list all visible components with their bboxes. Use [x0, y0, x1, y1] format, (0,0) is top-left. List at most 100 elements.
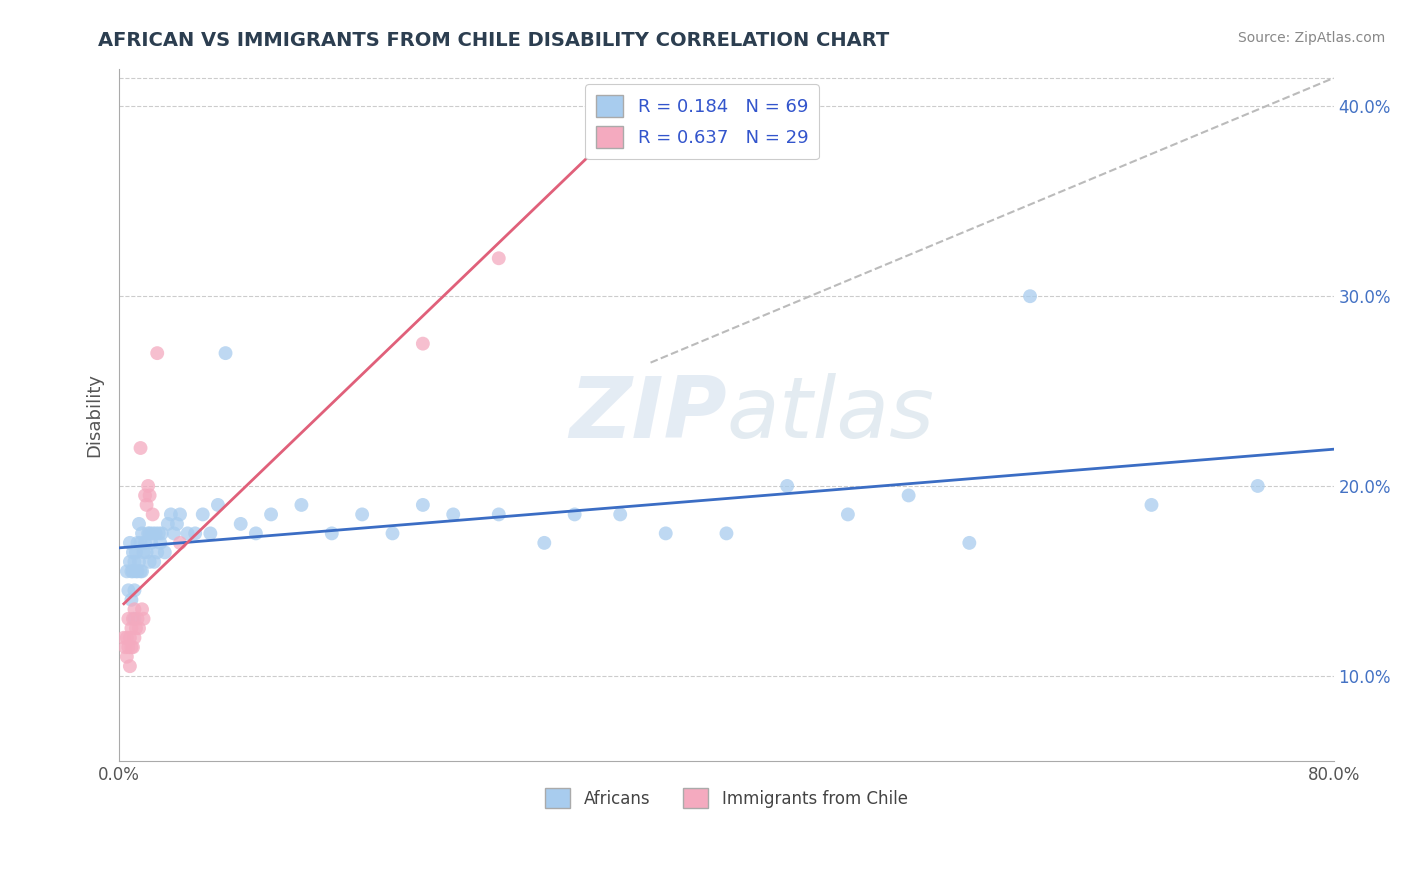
Point [200, 526, 222, 541]
Point [1247, 479, 1270, 493]
Point [125, 545, 148, 559]
Point [214, 346, 236, 360]
Text: ZIP: ZIP [569, 373, 727, 457]
Point [488, 508, 510, 522]
Point [115, 649, 138, 664]
Point [142, 526, 165, 541]
Point [290, 498, 312, 512]
Point [122, 565, 145, 579]
Point [138, 488, 160, 502]
Point [124, 631, 146, 645]
Point [138, 555, 160, 569]
Point [115, 565, 138, 579]
Point [118, 631, 141, 645]
Point [150, 526, 173, 541]
Point [128, 621, 150, 635]
Text: AFRICAN VS IMMIGRANTS FROM CHILE DISABILITY CORRELATION CHART: AFRICAN VS IMMIGRANTS FROM CHILE DISABIL… [98, 31, 890, 50]
Point [352, 508, 374, 522]
Point [117, 640, 139, 655]
Point [122, 612, 145, 626]
Point [412, 498, 434, 512]
Point [115, 631, 138, 645]
Point [129, 536, 152, 550]
Point [128, 516, 150, 531]
Point [118, 536, 141, 550]
Point [957, 536, 980, 550]
Point [321, 526, 343, 541]
Point [136, 479, 159, 493]
Point [1019, 289, 1042, 303]
Point [160, 508, 183, 522]
Point [166, 516, 188, 531]
Point [837, 508, 859, 522]
Point [412, 336, 434, 351]
Point [132, 545, 155, 559]
Point [120, 640, 142, 655]
Point [129, 441, 152, 455]
Point [122, 545, 145, 559]
Point [122, 640, 145, 655]
Point [124, 602, 146, 616]
Point [145, 526, 167, 541]
Point [128, 555, 150, 569]
Point [169, 536, 191, 550]
Point [125, 621, 148, 635]
Point [146, 545, 169, 559]
Point [609, 508, 631, 522]
Point [654, 526, 676, 541]
Point [138, 526, 160, 541]
Point [149, 536, 172, 550]
Point [245, 526, 267, 541]
Point [124, 555, 146, 569]
Point [124, 583, 146, 598]
Point [716, 526, 738, 541]
Point [131, 602, 153, 616]
Legend: Africans, Immigrants from Chile: Africans, Immigrants from Chile [538, 781, 914, 815]
Point [129, 565, 152, 579]
Point [120, 621, 142, 635]
Point [897, 488, 920, 502]
Point [488, 252, 510, 266]
Point [124, 612, 146, 626]
Point [135, 545, 157, 559]
Point [125, 565, 148, 579]
Point [169, 508, 191, 522]
Point [229, 516, 252, 531]
Point [127, 536, 149, 550]
Point [184, 526, 207, 541]
Point [131, 526, 153, 541]
Point [776, 479, 799, 493]
Point [134, 488, 156, 502]
Point [564, 508, 586, 522]
Point [117, 583, 139, 598]
Point [132, 612, 155, 626]
Point [135, 498, 157, 512]
Point [153, 545, 176, 559]
Point [260, 508, 283, 522]
Point [143, 555, 166, 569]
Point [441, 508, 464, 522]
Point [163, 526, 186, 541]
Point [146, 346, 169, 360]
Point [176, 526, 198, 541]
Point [381, 526, 404, 541]
Point [156, 516, 179, 531]
Point [207, 498, 229, 512]
Point [127, 565, 149, 579]
Point [127, 612, 149, 626]
Point [120, 592, 142, 607]
Point [148, 526, 170, 541]
Text: Source: ZipAtlas.com: Source: ZipAtlas.com [1237, 31, 1385, 45]
Point [118, 659, 141, 673]
Point [112, 631, 135, 645]
Text: atlas: atlas [727, 373, 935, 457]
Point [1140, 498, 1163, 512]
Point [131, 565, 153, 579]
Point [191, 508, 214, 522]
Point [117, 612, 139, 626]
Point [141, 536, 163, 550]
Point [136, 526, 159, 541]
Point [120, 565, 142, 579]
Point [134, 536, 156, 550]
Y-axis label: Disability: Disability [86, 373, 103, 457]
